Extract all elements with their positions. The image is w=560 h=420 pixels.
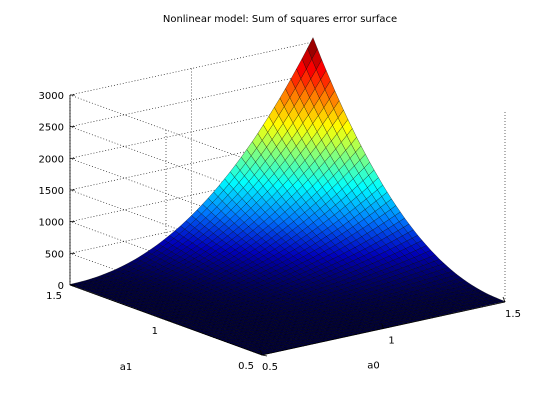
- z-gridline: [69, 41, 314, 96]
- y-tick-label: 1: [152, 326, 158, 337]
- y-tick: [261, 354, 268, 357]
- z-tick-label: 500: [45, 249, 64, 260]
- z-gridline: [69, 73, 314, 127]
- x-tick-label: 1.5: [505, 309, 521, 320]
- y-tick: [69, 284, 76, 287]
- z-tick-label: 3000: [39, 91, 64, 102]
- chart-title: Nonlinear model: Sum of squares error su…: [163, 14, 397, 25]
- axes-box-front: [69, 94, 506, 357]
- y-axis-label: a1: [120, 362, 133, 373]
- y-tick-label: 1.5: [46, 291, 62, 302]
- z-tick-label: 2500: [39, 123, 64, 134]
- z-gridline: [69, 126, 263, 197]
- x-tick-label: 1: [388, 336, 394, 347]
- x-tick: [381, 323, 384, 329]
- z-tick-label: 2000: [39, 154, 64, 165]
- x-axis-label: a0: [367, 361, 380, 372]
- x-tick: [259, 349, 263, 356]
- z-tick-label: 1000: [39, 218, 64, 229]
- surface-mesh: [69, 37, 506, 356]
- x-tick: [502, 296, 506, 303]
- y-tick-label: 0.5: [238, 361, 254, 372]
- z-tick-label: 1500: [39, 186, 64, 197]
- y-tick: [165, 319, 172, 322]
- z-tick-label: 0: [58, 281, 64, 292]
- z-gridline: [69, 189, 263, 261]
- tick-labels: 0 500 1000 1500 2000 2500 3000 0.5 1 1.5 0.5 1 1.5: [39, 91, 521, 373]
- x-tick-label: 0.5: [262, 362, 278, 373]
